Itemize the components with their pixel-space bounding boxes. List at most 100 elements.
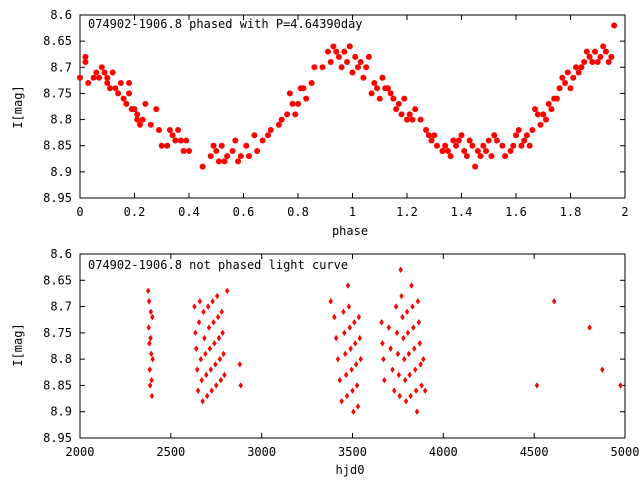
- phased-data-point: [502, 153, 509, 160]
- unphased-data-point: [333, 334, 339, 342]
- unphased-x-tick-label: 3000: [247, 445, 276, 459]
- phased-data-point: [357, 59, 364, 66]
- phased-data-point: [175, 127, 182, 134]
- unphased-x-tick-label: 4000: [429, 445, 458, 459]
- phased-data-point: [311, 64, 318, 71]
- unphased-data-point: [419, 382, 424, 389]
- phased-data-point: [398, 111, 405, 118]
- unphased-data-point: [400, 313, 405, 321]
- phased-data-point: [493, 137, 500, 144]
- phased-data-point: [510, 142, 517, 149]
- phased-data-point: [183, 137, 190, 144]
- phased-data-point: [507, 147, 514, 154]
- phased-data-point: [224, 153, 231, 160]
- phased-data-point: [136, 121, 143, 128]
- phased-data-point: [147, 121, 154, 128]
- phased-data-point: [265, 132, 272, 139]
- phased-data-point: [387, 90, 394, 97]
- phased-data-point: [199, 163, 206, 170]
- phased-data-point: [104, 79, 111, 86]
- phased-x-tick-label: 1.6: [505, 205, 527, 219]
- unphased-data-point: [343, 350, 348, 358]
- unphased-data-point: [214, 382, 219, 389]
- unphased-data-point: [146, 298, 152, 305]
- unphased-data-point: [396, 371, 402, 379]
- phased-data-point: [365, 53, 372, 60]
- unphased-axis-ticks: 2000 2500 3000 3500 4000 4500 5000 8.6 8.65 8.7 8.…: [43, 247, 639, 459]
- phased-data-point: [286, 90, 293, 97]
- unphased-y-tick-label: 8.6: [50, 247, 72, 261]
- phased-light-curve-panel: 074902-1906.8 phased with P=4.64390day p…: [11, 8, 629, 238]
- unphased-data-point: [413, 387, 419, 394]
- phased-data-point: [529, 127, 536, 134]
- unphased-data-point: [395, 350, 401, 358]
- unphased-data-point: [349, 366, 354, 373]
- unphased-data-point: [224, 287, 230, 294]
- phased-data-point: [112, 85, 119, 92]
- unphased-data-point: [237, 361, 243, 368]
- unphased-data-point: [342, 329, 347, 337]
- unphased-data-point: [397, 392, 402, 400]
- phased-data-point: [210, 142, 217, 149]
- phased-data-point: [134, 116, 141, 123]
- phased-data-point: [292, 111, 299, 118]
- phased-data-point: [444, 147, 451, 154]
- phased-data-point: [267, 127, 274, 134]
- unphased-data-point: [412, 366, 418, 373]
- unphased-data-point: [394, 329, 400, 337]
- unphased-data-point: [401, 334, 406, 342]
- unphased-data-point: [222, 371, 227, 379]
- phased-data-point: [534, 111, 541, 118]
- unphased-data-point: [337, 376, 342, 384]
- unphased-data-point: [399, 292, 404, 300]
- unphased-data-point: [354, 382, 360, 389]
- phased-y-tick-label: 8.9: [50, 165, 72, 179]
- phased-y-tick-label: 8.8: [50, 113, 72, 127]
- phased-data-point: [308, 79, 315, 86]
- unphased-data-point: [618, 382, 623, 389]
- phased-plot-frame: [79, 14, 626, 199]
- unphased-data-point: [221, 350, 226, 358]
- phased-data-point: [245, 153, 252, 160]
- phased-data-point: [583, 48, 590, 55]
- unphased-x-tick-label: 2000: [66, 445, 95, 459]
- phased-x-tick-label: 0.6: [233, 205, 255, 219]
- phased-data-point: [562, 79, 569, 86]
- unphased-data-point: [350, 387, 355, 394]
- phased-data-point: [360, 74, 367, 81]
- phased-data-point: [349, 69, 356, 76]
- phased-data-point: [177, 137, 184, 144]
- phased-data-point: [537, 121, 544, 128]
- phased-data-point: [131, 106, 138, 113]
- phased-x-axis-label: phase: [332, 224, 368, 238]
- unphased-data-point: [149, 376, 154, 384]
- unphased-data-point: [218, 376, 223, 384]
- phased-data-point: [278, 116, 285, 123]
- phased-y-tick-label: 8.7: [50, 60, 72, 74]
- phased-data-point: [324, 48, 331, 55]
- unphased-data-point: [551, 298, 557, 305]
- unphased-data-point: [217, 355, 223, 363]
- unphased-data-point: [403, 398, 409, 405]
- unphased-y-tick-label: 8.95: [43, 431, 72, 445]
- phased-data-point: [134, 111, 141, 118]
- unphased-data-point: [204, 371, 209, 379]
- unphased-data-point: [194, 366, 200, 373]
- phased-data-point: [327, 59, 334, 66]
- phased-data-point: [120, 95, 127, 102]
- phased-data-point: [221, 158, 228, 165]
- phased-data-point: [139, 116, 146, 123]
- phased-data-point: [371, 79, 378, 86]
- phased-data-point: [540, 111, 547, 118]
- phased-data-point: [466, 137, 473, 144]
- phased-x-tick-label: 0.8: [287, 205, 309, 219]
- unphased-data-point: [600, 366, 605, 373]
- phased-data-point: [463, 153, 470, 160]
- unphased-data-point: [335, 355, 341, 363]
- phased-data-point: [169, 132, 176, 139]
- unphased-data-point: [193, 329, 198, 337]
- phased-x-tick-label: 1.4: [451, 205, 473, 219]
- phased-x-tick-label: 1.8: [560, 205, 582, 219]
- unphased-data-point: [587, 324, 592, 331]
